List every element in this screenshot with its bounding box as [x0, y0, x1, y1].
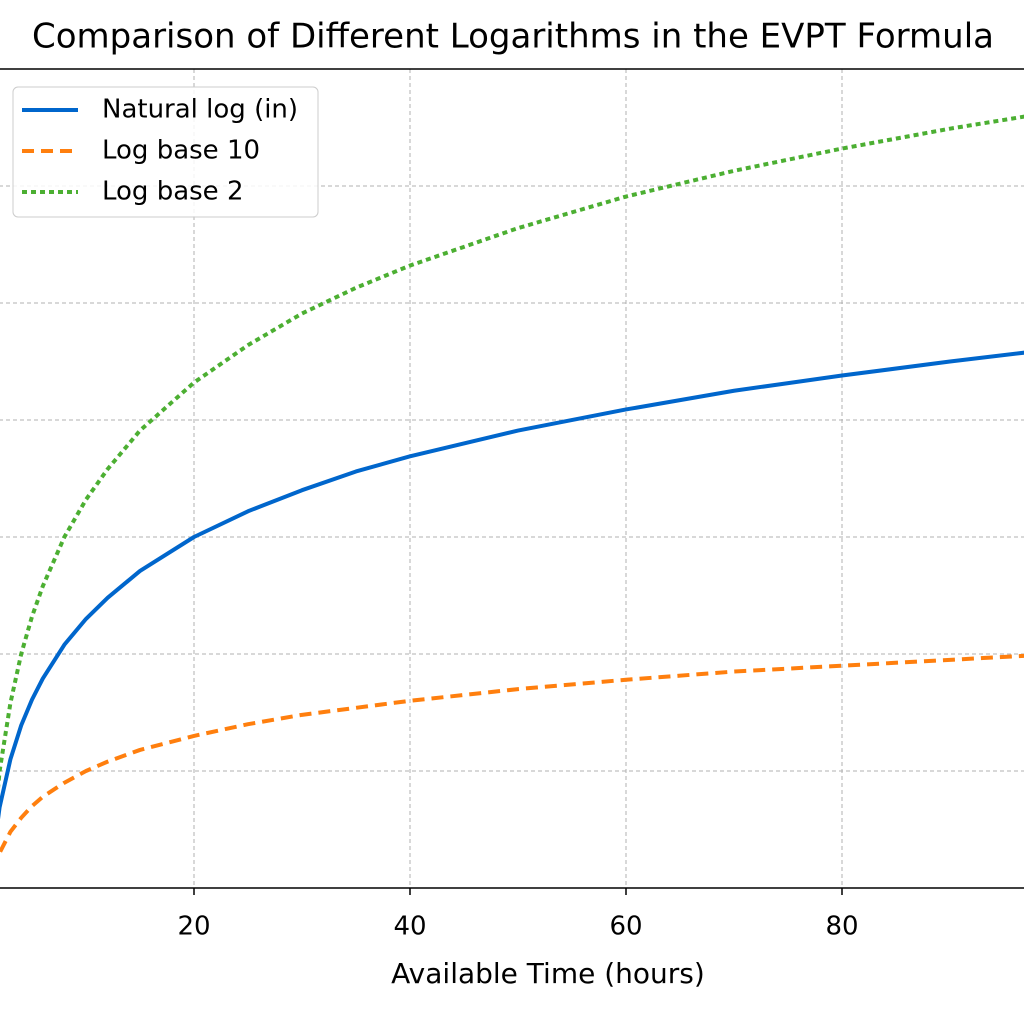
legend-label: Log base 2: [102, 177, 244, 207]
x-tick-label: 40: [393, 912, 426, 942]
data-line: [0, 350, 1024, 820]
legend: Natural log (in) Log base 10 Log base 2: [12, 86, 319, 218]
legend-label: Natural log (in): [102, 95, 298, 125]
data-line: [0, 653, 1024, 859]
chart-title: Comparison of Different Logarithms in th…: [32, 17, 994, 57]
data-line: [0, 114, 1024, 789]
legend-box: [12, 86, 319, 218]
x-tick-label: 60: [609, 912, 642, 942]
x-tick-label: 80: [825, 912, 858, 942]
legend-label: Log base 10: [102, 136, 260, 166]
x-axis-label: Available Time (hours): [391, 957, 705, 990]
x-tick-label: 20: [177, 912, 210, 942]
